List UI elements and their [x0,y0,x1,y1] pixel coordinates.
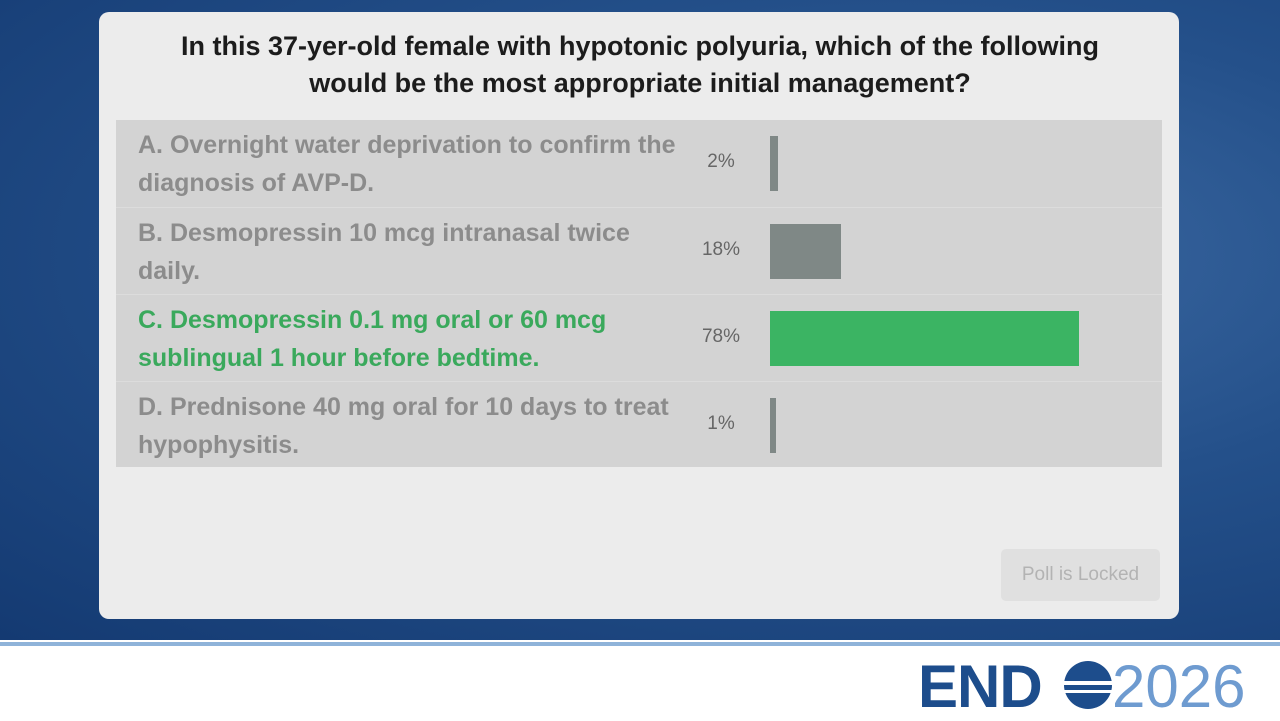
logo-right: 2026 [1112,653,1246,720]
option-label: B. Desmopressin 10 mcg intranasal twice … [138,219,630,285]
percent-label: 2% [707,151,735,172]
option-row: C. Desmopressin 0.1 mg oral or 60 mcg su… [116,294,1162,381]
option-row: A. Overnight water deprivation to confir… [116,120,1162,207]
percent-label: 78% [701,326,741,347]
logo-left: END [918,653,1043,720]
result-bar [770,136,778,191]
poll-locked-button[interactable]: Poll is Locked [1001,549,1160,601]
option-label: C. Desmopressin 0.1 mg oral or 60 mcg su… [138,306,607,372]
result-bar [770,398,776,453]
result-bar [770,224,842,279]
percent-label: 1% [707,413,735,434]
option-row: B. Desmopressin 10 mcg intranasal twice … [116,207,1162,294]
option-label: A. Overnight water deprivation to confir… [138,131,676,197]
logo-globe [1062,661,1114,709]
globe-band [1062,681,1114,685]
question: In this 37-yer-old female with hypotonic… [180,31,1100,98]
percent-label: 18% [701,239,741,260]
footer-line [0,642,1280,646]
result-bar [770,311,1079,366]
option-label: D. Prednisone 40 mg oral for 10 days to … [138,393,669,459]
options-table: A. Overnight water deprivation to confir… [116,120,1162,467]
globe-band [1062,690,1114,693]
option-row: D. Prednisone 40 mg oral for 10 days to … [116,381,1162,468]
